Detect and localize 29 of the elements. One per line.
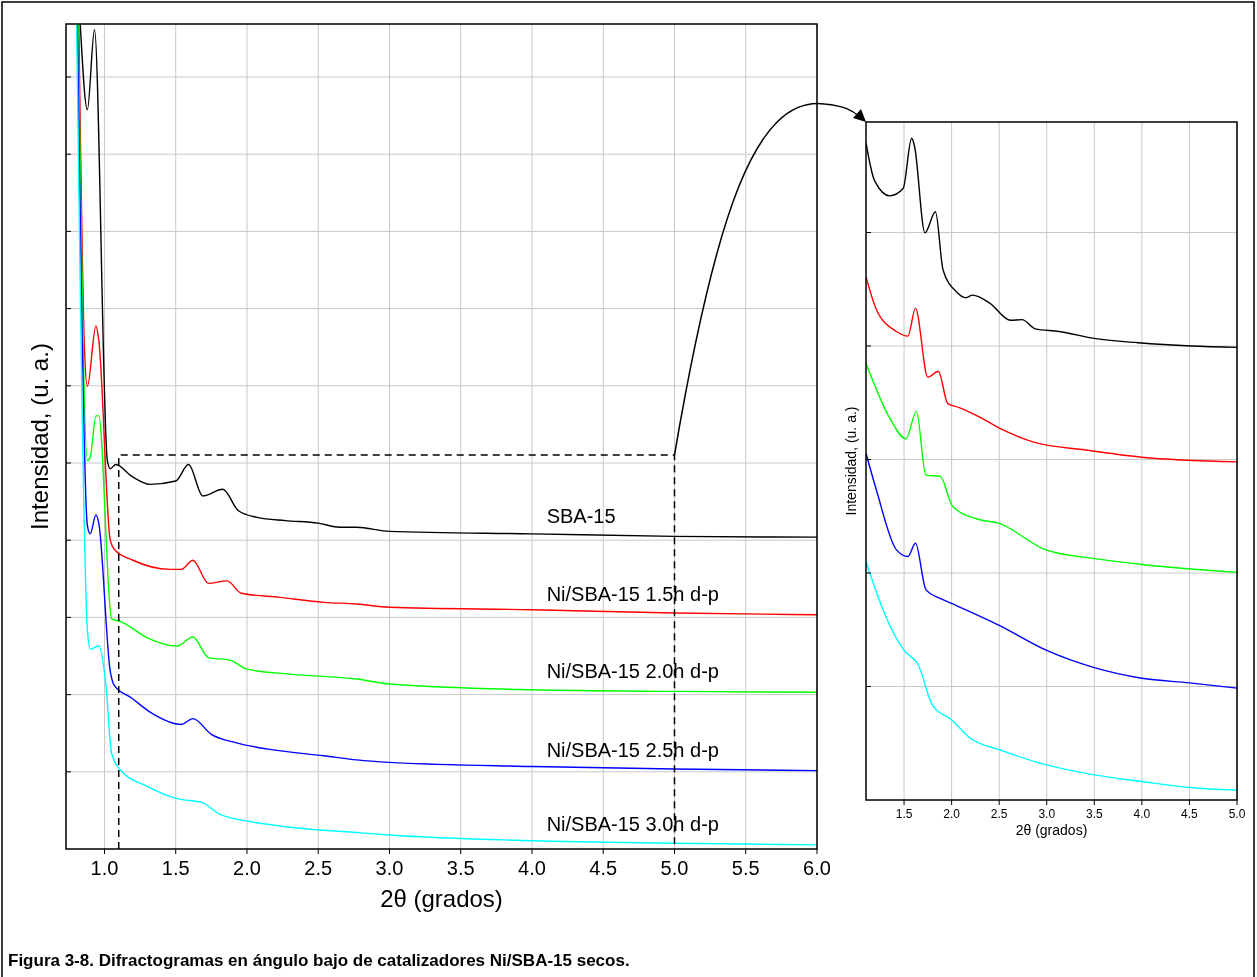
x-tick-label: 2.0 [233, 857, 261, 879]
series-label: SBA-15 [546, 505, 616, 528]
x-tick-label: 2.0 [943, 807, 961, 821]
y-axis-title: Intensidad, (u. a.) [26, 343, 53, 530]
text: Figura 3-8. Difractogramas en ángulo bajo de catalizadores Ni/SBA-15 secos. [8, 951, 630, 970]
x-tick-label: 5.0 [660, 857, 689, 879]
x-tick-label: 1.5 [895, 807, 913, 821]
x-tick-label: 5.0 [1228, 807, 1246, 821]
x-tick-label: 3.5 [446, 857, 475, 879]
x-tick-label: 3.0 [1038, 807, 1056, 821]
x-tick-label: 2.5 [990, 807, 1008, 821]
x-tick-label: 4.5 [589, 857, 618, 879]
x-axis-title: 2θ (grados) [380, 885, 503, 913]
series-label: Ni/SBA-15 2.5h d-p [546, 738, 719, 761]
x-axis-title: 2θ (grados) [1015, 821, 1088, 838]
y-axis-title: Intensidad, (u. a.) [842, 406, 859, 516]
series-label: Ni/SBA-15 2.0h d-p [546, 660, 719, 683]
x-tick-label: 1.5 [161, 857, 190, 879]
x-tick-label: 4.0 [518, 857, 546, 879]
x-tick-label: 4.5 [1181, 807, 1199, 821]
series-label: Ni/SBA-15 3.0h d-p [546, 812, 719, 835]
x-tick-label: 3.0 [375, 857, 404, 879]
x-tick-label: 5.5 [731, 857, 760, 879]
x-tick-label: 3.5 [1085, 807, 1103, 821]
series-label: Ni/SBA-15 1.5h d-p [546, 582, 719, 605]
x-tick-label: 1.0 [90, 857, 119, 879]
x-tick-label: 6.0 [803, 857, 831, 879]
x-tick-label: 2.5 [304, 857, 333, 879]
x-tick-label: 4.0 [1133, 807, 1151, 821]
